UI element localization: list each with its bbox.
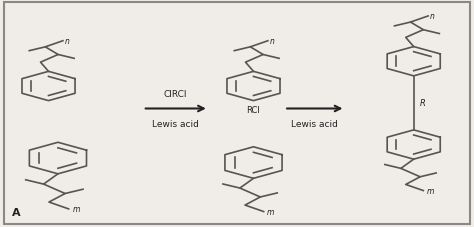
Text: n: n [270, 37, 274, 46]
Text: R: R [420, 99, 426, 108]
Text: m: m [267, 207, 274, 216]
Text: n: n [430, 12, 435, 21]
Text: m: m [72, 205, 80, 213]
Text: RCl: RCl [246, 105, 260, 114]
Text: Lewis acid: Lewis acid [292, 120, 338, 129]
Text: n: n [64, 37, 69, 46]
Text: Lewis acid: Lewis acid [152, 120, 199, 129]
Text: ClRCl: ClRCl [164, 90, 188, 99]
Text: A: A [12, 207, 20, 217]
Text: m: m [427, 186, 434, 195]
